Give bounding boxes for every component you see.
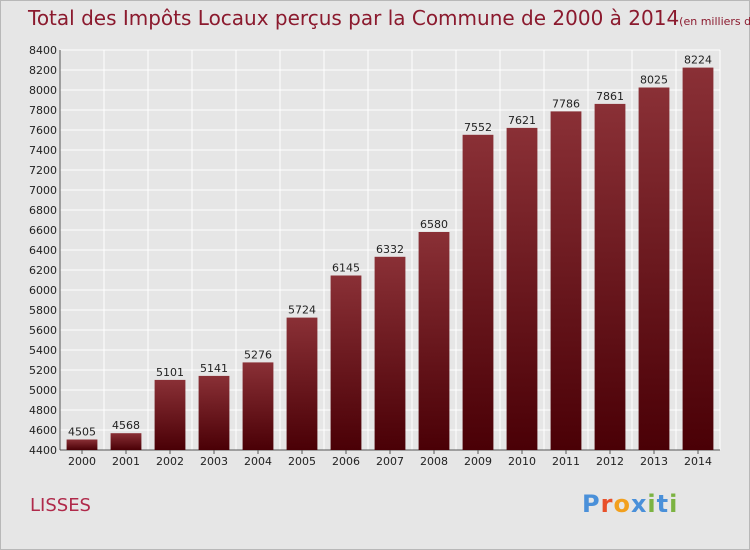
y-tick-label: 6400 [29, 244, 57, 257]
y-tick-label: 6600 [29, 224, 57, 237]
data-label-2010: 7621 [508, 114, 536, 127]
data-label-2008: 6580 [420, 218, 448, 231]
y-tick-label: 6200 [29, 264, 57, 277]
commune-name: LISSES [30, 495, 91, 516]
y-tick-label: 4600 [29, 424, 57, 437]
bar-2014 [682, 67, 714, 450]
x-tick-label: 2000 [68, 455, 96, 468]
logo-letter: t [656, 490, 670, 518]
x-tick-label: 2014 [684, 455, 712, 468]
logo-letter: o [613, 490, 631, 518]
bar-2009 [462, 134, 494, 451]
y-tick-label: 8000 [29, 84, 57, 97]
bar-2006 [330, 275, 362, 450]
logo-letter: P [582, 490, 601, 518]
bar-2000 [66, 439, 98, 450]
bar-2004 [242, 362, 274, 450]
data-label-2006: 6145 [332, 262, 360, 275]
data-label-2013: 8025 [640, 74, 668, 87]
x-tick-label: 2003 [200, 455, 228, 468]
data-label-2004: 5276 [244, 348, 272, 361]
x-tick-label: 2012 [596, 455, 624, 468]
y-tick-label: 5600 [29, 324, 57, 337]
y-tick-label: 4800 [29, 404, 57, 417]
bar-2005 [286, 317, 318, 450]
chart-title: Total des Impôts Locaux perçus par la Co… [28, 6, 750, 30]
bar-2002 [154, 379, 186, 450]
data-label-2003: 5141 [200, 362, 228, 375]
data-label-2011: 7786 [552, 97, 580, 110]
x-tick-label: 2001 [112, 455, 140, 468]
logo-letter: i [647, 490, 657, 518]
y-tick-label: 8400 [29, 44, 57, 57]
data-label-2005: 5724 [288, 304, 316, 317]
y-tick-label: 5200 [29, 364, 57, 377]
bar-2001 [110, 433, 142, 450]
bar-2003 [198, 375, 230, 450]
x-tick-label: 2009 [464, 455, 492, 468]
logo-letter: x [630, 490, 648, 518]
data-label-2007: 6332 [376, 243, 404, 256]
proxiti-logo[interactable]: Proxiti [582, 490, 678, 518]
y-tick-label: 5000 [29, 384, 57, 397]
y-tick-label: 6000 [29, 284, 57, 297]
bar-2008 [418, 232, 450, 450]
data-label-2009: 7552 [464, 121, 492, 134]
label-layer: 4505 4568 5101 5141 5276 5724 6145 6332 6580 7552… [68, 54, 712, 439]
bar-2007 [374, 256, 406, 450]
data-label-2014: 8224 [684, 54, 712, 67]
bar-2012 [594, 103, 626, 451]
title-main: Total des Impôts Locaux perçus par la Co… [28, 6, 680, 30]
data-label-2012: 7861 [596, 90, 624, 103]
y-tick-label: 7200 [29, 164, 57, 177]
x-tick-label: 2004 [244, 455, 272, 468]
bar-layer [66, 67, 714, 451]
y-tick-label: 8200 [29, 64, 57, 77]
logo-letter: i [669, 490, 679, 518]
bar-2011 [550, 111, 582, 451]
x-tick-label: 2011 [552, 455, 580, 468]
x-tick-label: 2008 [420, 455, 448, 468]
title-unit: (en milliers d'€) [679, 15, 750, 28]
x-tick-label: 2007 [376, 455, 404, 468]
x-tick-label: 2002 [156, 455, 184, 468]
data-label-2002: 5101 [156, 366, 184, 379]
logo-letter: r [600, 490, 614, 518]
y-tick-label: 7600 [29, 124, 57, 137]
x-tick-label: 2010 [508, 455, 536, 468]
y-tick-label: 5800 [29, 304, 57, 317]
y-tick-label: 7800 [29, 104, 57, 117]
bar-2010 [506, 127, 538, 451]
y-tick-label: 7400 [29, 144, 57, 157]
y-tick-label: 6800 [29, 204, 57, 217]
axis-layer: 4400 4600 4800 5000 5200 5400 5600 5800 6000 6200… [29, 44, 720, 468]
x-tick-label: 2006 [332, 455, 360, 468]
y-tick-label: 4400 [29, 444, 57, 457]
y-tick-label: 7000 [29, 184, 57, 197]
x-tick-label: 2005 [288, 455, 316, 468]
bar-2013 [638, 87, 670, 450]
y-tick-label: 5400 [29, 344, 57, 357]
data-label-2001: 4568 [112, 419, 140, 432]
x-tick-label: 2013 [640, 455, 668, 468]
data-label-2000: 4505 [68, 426, 96, 439]
